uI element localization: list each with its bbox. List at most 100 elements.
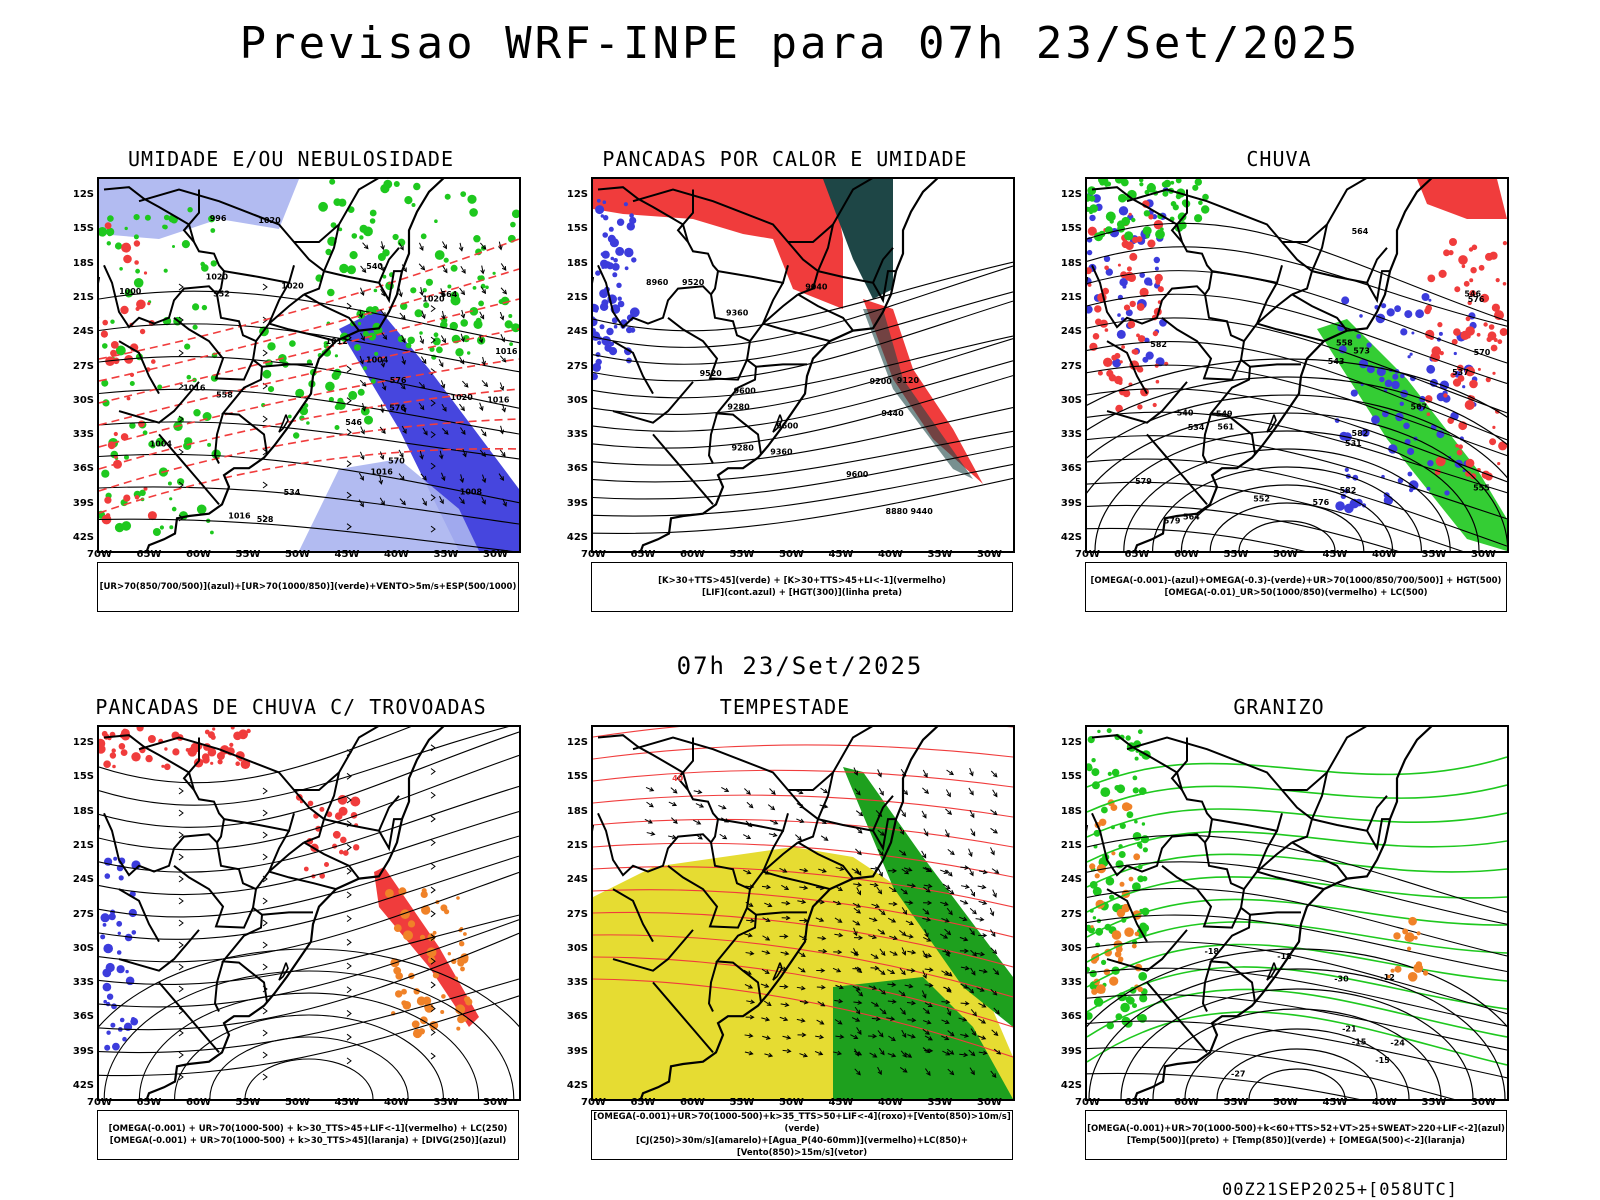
lon-tick-label: 70W <box>581 549 606 560</box>
lat-tick-label: 36S <box>72 1011 94 1023</box>
lon-tick-label: 45W <box>334 1097 360 1108</box>
map-svg <box>99 727 519 1099</box>
lat-tick-label: 36S <box>1060 1011 1082 1023</box>
contour-label: -21 <box>1342 1024 1357 1033</box>
forecast-time-title: 07h 23/Set/2025 <box>676 652 924 680</box>
contour-label: 558 <box>216 390 233 399</box>
contour-label: 564 <box>1352 227 1369 236</box>
contour-label: 9360 <box>726 308 749 317</box>
contour-label: 582 <box>1150 340 1167 349</box>
map-frame: 1016 1016 1020 1020 1020 1016 1012 1008 1016 1004… <box>97 177 521 553</box>
lon-tick-label: 40W <box>384 549 409 560</box>
contour-label: 576 <box>1313 498 1330 507</box>
lat-tick-label: 30S <box>1060 942 1082 954</box>
contour-label: -18 <box>1205 947 1220 956</box>
contour-label: 9280 <box>732 443 755 452</box>
contour-label: 546 <box>345 418 362 427</box>
legend-box: [K>30+TTS>45](verde) + [K>30+TTS>45+LI<-… <box>591 562 1013 612</box>
lon-tick-label: 55W <box>1223 1097 1249 1108</box>
lon-tick-label: 70W <box>87 549 112 560</box>
lat-tick-label: 36S <box>1060 463 1082 475</box>
lat-tick-label: 30S <box>566 942 588 954</box>
lon-tick-label: 40W <box>384 1097 409 1108</box>
legend-box: [OMEGA(-0.001)+UR>70(1000-500)+k<60+TTS>… <box>1085 1110 1507 1160</box>
lat-tick-label: 30S <box>72 942 94 954</box>
lon-tick-label: 45W <box>334 549 360 560</box>
map-frame: 9600 9520 9520 9440 9440 9360 9360 9280 9280 9200… <box>591 177 1015 553</box>
contour-label: 579 <box>1164 516 1181 525</box>
lon-tick-label: 35W <box>433 1097 459 1108</box>
lon-tick-label: 60W <box>186 1097 211 1108</box>
lat-tick-label: 33S <box>566 429 588 441</box>
lat-tick-label: 33S <box>566 977 588 989</box>
lon-tick-label: 50W <box>779 549 804 560</box>
lat-tick-label: 15S <box>72 223 94 235</box>
lat-tick-label: 42S <box>566 532 588 543</box>
lat-tick-label: 33S <box>72 429 94 441</box>
contour-label: -27 <box>1231 1070 1245 1079</box>
lat-tick-label: 39S <box>566 497 588 509</box>
lat-tick-label: 42S <box>566 1080 588 1091</box>
lat-tick-label: 42S <box>1060 1080 1082 1091</box>
lat-tick-label: 27S <box>566 908 588 920</box>
lon-tick-label: 55W <box>235 1097 261 1108</box>
lon-tick-label: 30W <box>1471 549 1496 560</box>
legend-line: [OMEGA(-0.001)-(azul)+OMEGA(-0.3)-(verde… <box>1090 576 1502 586</box>
lon-tick-label: 30W <box>977 1097 1002 1108</box>
contour-label: 543 <box>1328 357 1345 366</box>
contour-label: 576 <box>1468 295 1485 304</box>
panel-chuva: CHUVA 582 579 576 573 570 567 564 561 558 555 552 5… <box>1061 147 1509 627</box>
lon-tick-label: 30W <box>483 549 508 560</box>
legend-box: [OMEGA(-0.001)-(azul)+OMEGA(-0.3)-(verde… <box>1085 562 1507 612</box>
lat-tick-label: 12S <box>1060 737 1082 748</box>
contour-label: 9600 <box>846 470 869 479</box>
lat-tick-label: 27S <box>1060 360 1082 372</box>
contour-label: -30 <box>1334 974 1349 983</box>
panel-title: PANCADAS DE CHUVA C/ TROVOADAS <box>95 695 487 719</box>
lon-tick-label: 45W <box>828 549 854 560</box>
lat-tick-label: 21S <box>72 291 94 303</box>
lat-tick-label: 33S <box>1060 429 1082 441</box>
contour-label: 1016 <box>487 395 510 404</box>
legend-line: [OMEGA(-0.001) + UR>70(1000-500) + k>30_… <box>109 1136 507 1146</box>
lon-tick-label: 65W <box>630 1097 656 1108</box>
lat-tick-label: 39S <box>72 1045 94 1057</box>
contour-label: 9040 <box>805 283 828 292</box>
lat-tick-label: 36S <box>566 1011 588 1023</box>
lat-tick-label: 39S <box>1060 497 1082 509</box>
contour-label: -15 <box>1375 1056 1390 1065</box>
lat-tick-label: 24S <box>1060 326 1082 338</box>
lon-tick-label: 55W <box>235 549 261 560</box>
lat-tick-label: 18S <box>72 805 94 817</box>
contour-label: 9440 <box>881 409 904 418</box>
contour-label: 582 <box>1352 429 1369 438</box>
lat-tick-label: 18S <box>566 805 588 817</box>
legend-line: [OMEGA(-0.001) + UR>70(1000-500) + k>30_… <box>108 1124 508 1134</box>
map-frame: 40 <box>591 725 1015 1101</box>
contour-label: 528 <box>257 515 274 524</box>
contour-label: 9120 <box>897 376 920 385</box>
lat-tick-label: 15S <box>1060 771 1082 783</box>
lon-tick-label: 60W <box>1174 1097 1199 1108</box>
lat-tick-label: 39S <box>72 497 94 509</box>
panel-umidade: UMIDADE E/OU NEBULOSIDADE 1016 1016 1020 10… <box>73 147 521 627</box>
contour-label: 1020 <box>451 393 474 402</box>
map-frame: -18 -15 -12 -15 -18 -21 -24 -27 -30 <box>1085 725 1509 1101</box>
contour-label: 1004 <box>366 355 389 364</box>
lat-tick-label: 15S <box>566 771 588 783</box>
lat-tick-label: 36S <box>72 463 94 475</box>
contour-label: 531 <box>1345 439 1362 448</box>
contour-label: 540 <box>366 262 383 271</box>
lon-tick-label: 45W <box>1322 549 1348 560</box>
lon-tick-label: 65W <box>1124 1097 1150 1108</box>
contour-label: 534 <box>284 488 301 497</box>
lat-tick-label: 21S <box>1060 839 1082 851</box>
contour-label: 537 <box>1452 368 1469 377</box>
contour-label: 40 <box>672 774 684 783</box>
contour-label: 1020 <box>281 282 304 291</box>
legend-line: [Temp(500)](preto) + [Temp(850)](verde) … <box>1126 1136 1466 1146</box>
lat-tick-label: 39S <box>566 1045 588 1057</box>
lat-tick-label: 18S <box>1060 257 1082 269</box>
panel-title: UMIDADE E/OU NEBULOSIDADE <box>127 147 455 171</box>
lat-tick-label: 27S <box>72 908 94 920</box>
